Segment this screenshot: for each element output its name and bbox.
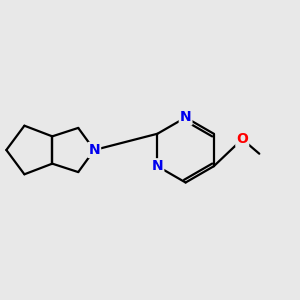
Text: N: N [180,110,191,124]
Text: O: O [236,132,248,146]
Text: N: N [152,159,163,173]
Text: N: N [88,143,100,157]
